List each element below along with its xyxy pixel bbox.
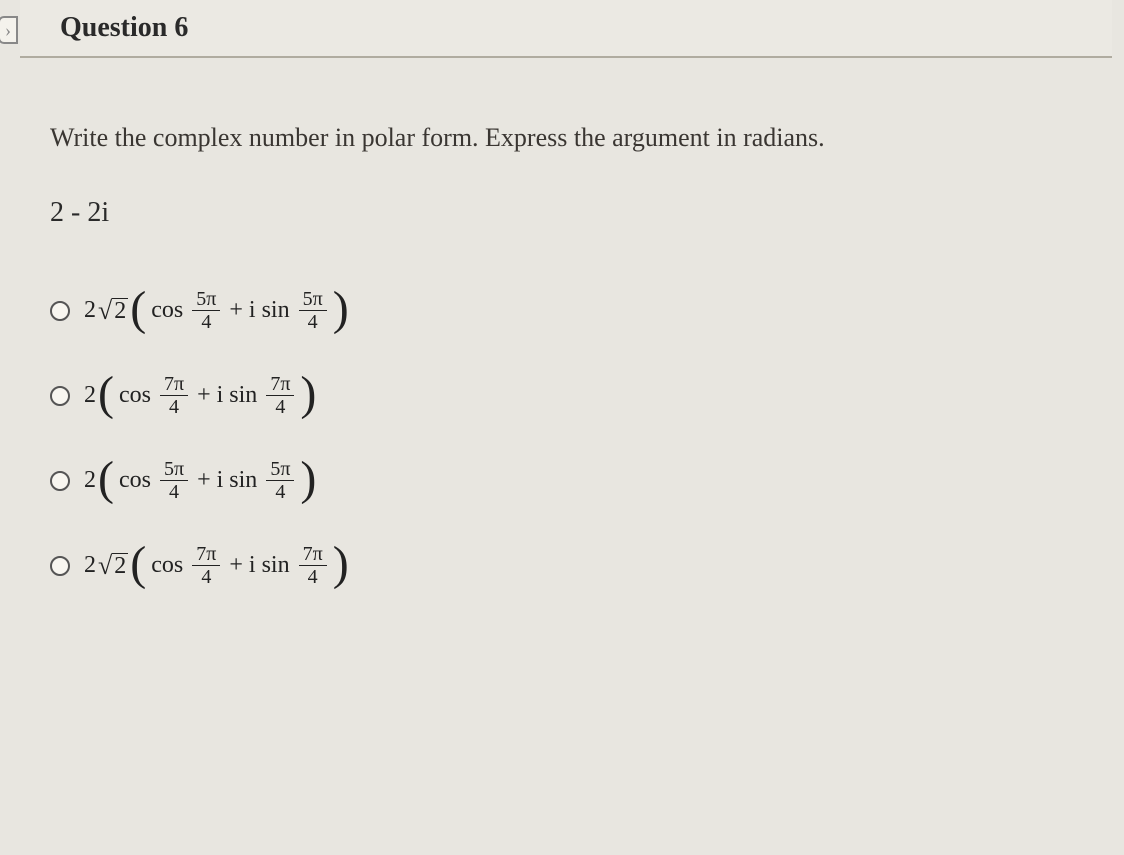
fraction: 7π 4 (192, 544, 220, 587)
coefficient: 2 (84, 467, 96, 494)
numerator: 5π (160, 459, 188, 481)
fraction: 5π 4 (266, 459, 294, 502)
header-wrapper: › Question 6 (0, 0, 1124, 58)
radio-icon[interactable] (50, 386, 70, 406)
fraction: 7π 4 (160, 374, 188, 417)
option-expression: 2 √ 2 ( cos 7π 4 + i sin 7π 4 (84, 544, 349, 587)
plus-isin-label: + i sin (229, 552, 289, 579)
numerator: 7π (299, 544, 327, 566)
fraction: 7π 4 (299, 544, 327, 587)
coefficient: 2 (84, 297, 96, 324)
question-title: Question 6 (60, 12, 188, 44)
complex-expression: 2 - 2i (50, 197, 1092, 229)
plus-isin-label: + i sin (197, 382, 257, 409)
sqrt-symbol: √ (98, 551, 112, 581)
coefficient: 2 (84, 382, 96, 409)
numerator: 5π (299, 289, 327, 311)
prompt-text: Write the complex number in polar form. … (50, 118, 1092, 157)
radio-icon[interactable] (50, 301, 70, 321)
option-row[interactable]: 2 √ 2 ( cos 7π 4 + i sin 7π 4 (50, 544, 1092, 587)
prev-arrow-icon[interactable]: › (0, 16, 18, 44)
fraction: 5π 4 (160, 459, 188, 502)
option-expression: 2 ( cos 5π 4 + i sin 5π 4 ) (84, 459, 316, 502)
cos-label: cos (119, 382, 151, 409)
radio-icon[interactable] (50, 556, 70, 576)
sqrt-symbol: √ (98, 296, 112, 326)
numerator: 5π (192, 289, 220, 311)
content-area: Write the complex number in polar form. … (0, 58, 1124, 617)
numerator: 7π (192, 544, 220, 566)
denominator: 4 (197, 311, 215, 332)
numerator: 7π (160, 374, 188, 396)
sqrt-icon: √ 2 (98, 296, 128, 326)
radio-icon[interactable] (50, 471, 70, 491)
cos-label: cos (151, 297, 183, 324)
option-expression: 2 ( cos 7π 4 + i sin 7π 4 ) (84, 374, 316, 417)
denominator: 4 (165, 396, 183, 417)
option-row[interactable]: 2 ( cos 5π 4 + i sin 5π 4 ) (50, 459, 1092, 502)
option-expression: 2 √ 2 ( cos 5π 4 + i sin 5π 4 (84, 289, 349, 332)
cos-label: cos (151, 552, 183, 579)
denominator: 4 (271, 481, 289, 502)
options-list: 2 √ 2 ( cos 5π 4 + i sin 5π 4 (50, 289, 1092, 587)
fraction: 5π 4 (192, 289, 220, 332)
denominator: 4 (197, 566, 215, 587)
option-row[interactable]: 2 √ 2 ( cos 5π 4 + i sin 5π 4 (50, 289, 1092, 332)
numerator: 7π (266, 374, 294, 396)
denominator: 4 (304, 566, 322, 587)
sqrt-icon: √ 2 (98, 551, 128, 581)
sqrt-arg: 2 (112, 298, 128, 323)
question-header: Question 6 (20, 0, 1112, 58)
plus-isin-label: + i sin (229, 297, 289, 324)
numerator: 5π (266, 459, 294, 481)
page-container: › Question 6 Write the complex number in… (0, 0, 1124, 855)
fraction: 5π 4 (299, 289, 327, 332)
fraction: 7π 4 (266, 374, 294, 417)
denominator: 4 (304, 311, 322, 332)
option-row[interactable]: 2 ( cos 7π 4 + i sin 7π 4 ) (50, 374, 1092, 417)
coefficient: 2 (84, 552, 96, 579)
sqrt-arg: 2 (112, 553, 128, 578)
denominator: 4 (165, 481, 183, 502)
cos-label: cos (119, 467, 151, 494)
plus-isin-label: + i sin (197, 467, 257, 494)
denominator: 4 (271, 396, 289, 417)
